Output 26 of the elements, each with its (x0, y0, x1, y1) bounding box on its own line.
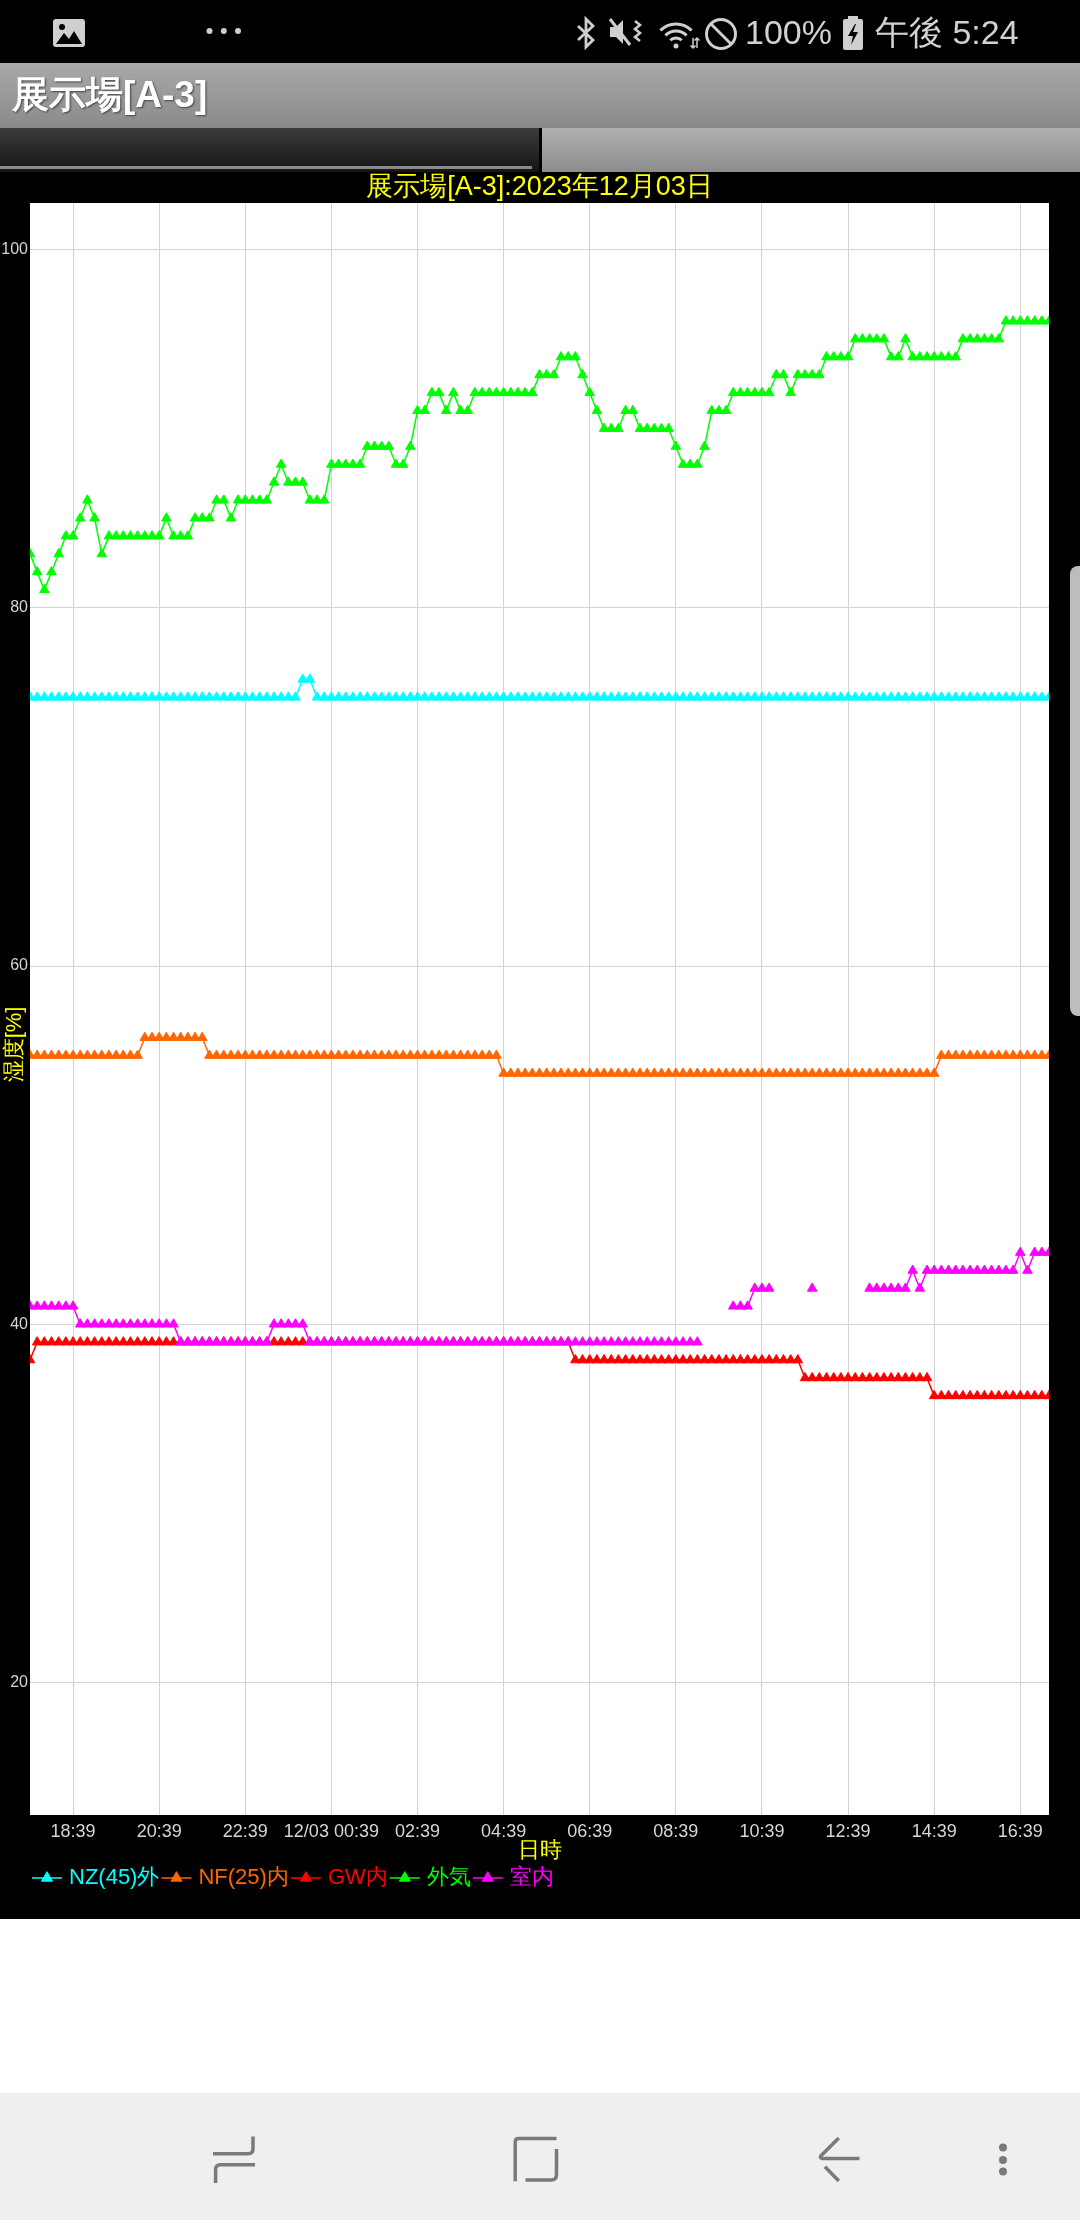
legend-label: NZ(45)外 (69, 1864, 160, 1890)
x-tick-label: 12/03 00:39 (283, 1820, 379, 1841)
x-tick-label: 06:39 (567, 1820, 613, 1841)
legend-label: 室内 (509, 1864, 554, 1890)
x-tick-label: 18:39 (50, 1820, 96, 1841)
legend-label: 外気 (426, 1864, 471, 1890)
text: 午後 5:24 (875, 12, 1019, 52)
x-tick-label: 14:39 (911, 1820, 957, 1841)
text: 100% (745, 12, 832, 52)
x-tick-label: 10:39 (739, 1820, 785, 1841)
y-tick-label: 40 (10, 1314, 29, 1332)
y-tick-label: 60 (10, 956, 29, 974)
y-axis-title: 湿度[%] (1, 1006, 27, 1083)
x-tick-label: 08:39 (653, 1820, 699, 1841)
chart-title: 展示場[A-3]:2023年12月03日 (366, 170, 713, 201)
x-tick-label: 22:39 (222, 1820, 268, 1841)
legend-label: NF(25)内 (198, 1864, 289, 1890)
x-tick-label: 20:39 (136, 1820, 182, 1841)
y-tick-label: 100 (1, 239, 29, 257)
x-tick-label: 12:39 (825, 1820, 871, 1841)
legend-label: GW内 (327, 1864, 388, 1890)
x-tick-label: 02:39 (394, 1820, 441, 1841)
y-tick-label: 20 (10, 1672, 29, 1690)
text: 展示場[A-3] (12, 74, 208, 116)
y-tick-label: 80 (10, 598, 29, 616)
x-tick-label: 16:39 (997, 1820, 1043, 1841)
